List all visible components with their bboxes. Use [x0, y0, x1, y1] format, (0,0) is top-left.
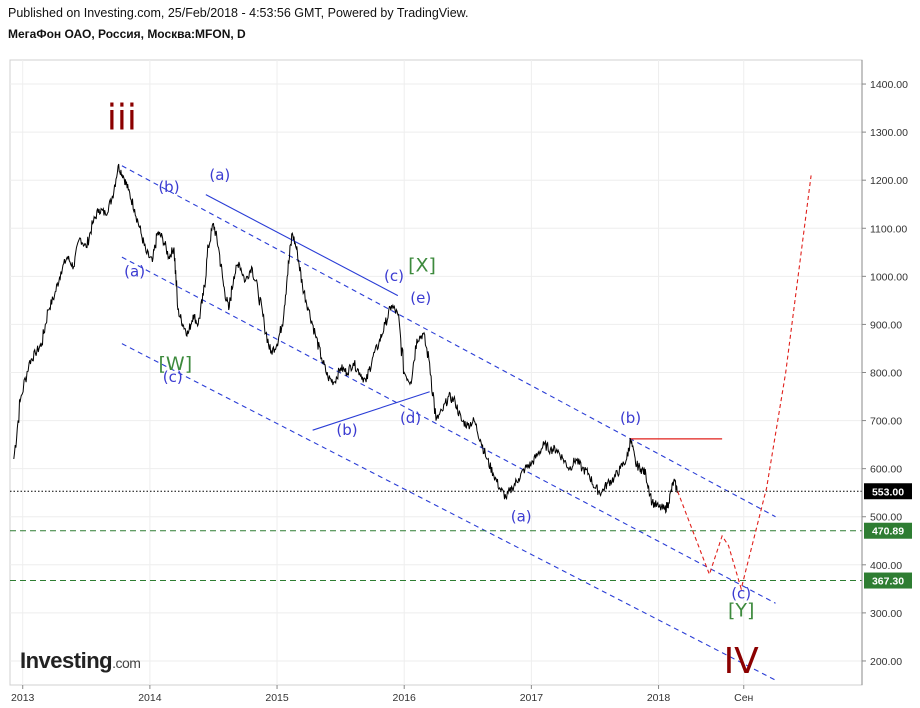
wave-label-minor: (b) [336, 421, 357, 439]
wave-label-mid: [W] [159, 353, 193, 375]
y-tick-label: 200.00 [870, 656, 902, 668]
wave-channels [121, 165, 776, 681]
x-tick-label: 2016 [393, 692, 417, 704]
wave-label-minor: (c) [731, 584, 751, 602]
published-caption: Published on Investing.com, 25/Feb/2018 … [8, 6, 469, 20]
y-tick-label: 700.00 [870, 416, 902, 428]
price-series-line [13, 163, 679, 514]
wave-label-minor: (b) [158, 178, 179, 196]
wave-label-major: iii [107, 98, 137, 139]
wave-label-major: IV [724, 641, 760, 682]
channel-line [121, 343, 776, 681]
y-tick-label: 300.00 [870, 608, 902, 620]
y-tick-label: 1300.00 [870, 127, 908, 139]
x-tick-label: 2015 [265, 692, 289, 704]
x-tick-label: 2017 [520, 692, 544, 704]
axes: 200.00 300.00 400.00 500.00 600.00 700.00 800.… [11, 60, 908, 704]
channel-line [121, 256, 776, 604]
horizontal-levels: 553.00 470.89 367.30 [10, 438, 912, 589]
wave-label-mid: [Y] [728, 600, 754, 622]
x-tick-label: Сен [734, 692, 753, 704]
channel-line [205, 194, 399, 297]
level-badge [864, 483, 912, 500]
projection-path [677, 175, 812, 591]
logo-suffix: .com [112, 655, 141, 671]
y-tick-label: 400.00 [870, 560, 902, 572]
wave-label-minor: (e) [410, 289, 431, 307]
wave-annotations: iii IV [W] [X] [Y] (a) (b) (c) (a) (b) (c) (d) (e) (a… [107, 98, 759, 682]
level-badge [864, 522, 912, 539]
y-tick-label: 500.00 [870, 512, 902, 524]
y-tick-label: 1200.00 [870, 175, 908, 187]
wave-label-minor: (a) [124, 262, 145, 280]
channel-line [121, 165, 776, 518]
wave-label-minor: (a) [511, 508, 532, 526]
wave-label-minor: (a) [209, 166, 230, 184]
y-tick-label: 900.00 [870, 319, 902, 331]
y-tick-label: 1400.00 [870, 79, 908, 91]
wave-label-mid: [X] [408, 255, 436, 277]
wave-label-minor: (d) [400, 409, 421, 427]
channel-line [312, 391, 430, 431]
x-tick-label: 2018 [647, 692, 671, 704]
wave-label-minor: (c) [163, 368, 183, 386]
y-tick-label: 1000.00 [870, 271, 908, 283]
wave-label-minor: (b) [620, 409, 641, 427]
wave-label-minor: (c) [384, 267, 404, 285]
level-label: 470.89 [872, 526, 904, 538]
symbol-title: МегаФон ОАО, Россия, Москва:MFON, D [8, 27, 246, 41]
chart-header: Published on Investing.com, 25/Feb/2018 … [8, 6, 468, 41]
level-label: 553.00 [872, 486, 904, 498]
level-label: 367.30 [872, 576, 904, 588]
y-tick-label: 800.00 [870, 368, 902, 380]
x-tick-label: 2013 [11, 692, 35, 704]
level-badge [864, 572, 912, 589]
y-tick-label: 1100.00 [870, 223, 907, 235]
investing-logo: Investing.com [20, 648, 141, 674]
y-tick-label: 600.00 [870, 464, 902, 476]
logo-brand: Investing [20, 648, 113, 673]
x-tick-label: 2014 [138, 692, 162, 704]
